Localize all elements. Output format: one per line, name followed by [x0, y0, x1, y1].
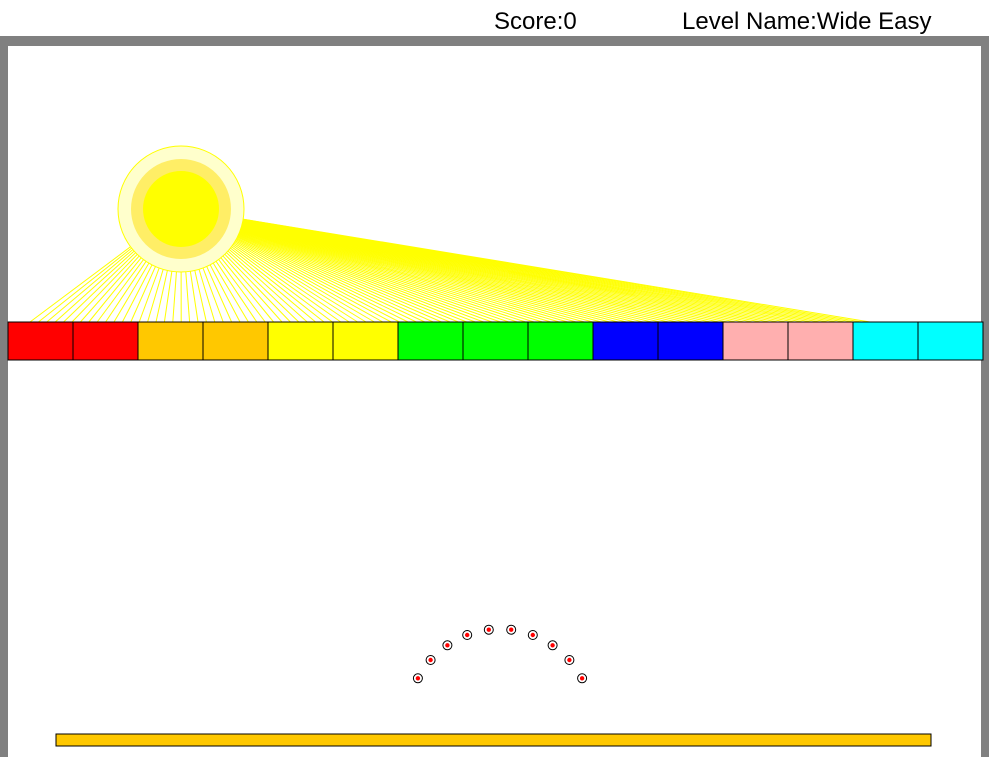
score-label: Score:	[494, 8, 564, 35]
brick	[657, 321, 724, 361]
right-wall	[981, 46, 989, 757]
ball-core	[486, 627, 491, 632]
level-name-display: Level Name:Wide Easy	[682, 8, 931, 36]
level-name-label: Level Name:	[682, 8, 817, 35]
ball-core	[567, 657, 572, 663]
block-row	[7, 321, 984, 361]
brick	[787, 321, 854, 361]
brick	[462, 321, 529, 361]
brick	[332, 321, 399, 361]
brick	[72, 321, 139, 361]
top-wall	[0, 36, 989, 46]
ball-core	[445, 643, 450, 648]
ball-core	[428, 657, 433, 663]
ball-core	[415, 676, 421, 681]
hud-bar: Score:0 Level Name:Wide Easy	[0, 0, 989, 36]
sun-ray	[180, 208, 871, 323]
brick	[722, 321, 789, 361]
score-display: Score:0	[494, 8, 577, 36]
ball-core	[579, 676, 585, 681]
brick	[852, 321, 919, 361]
ball-core	[465, 632, 470, 638]
brick	[137, 321, 204, 361]
sun-icon	[143, 171, 219, 247]
ball-group	[412, 624, 588, 684]
score-value: 0	[563, 8, 577, 35]
level-name-value: Wide Easy	[816, 8, 932, 35]
brick	[202, 321, 269, 361]
brick	[592, 321, 659, 361]
paddle[interactable]	[55, 733, 932, 747]
left-wall	[0, 46, 8, 757]
ball-core	[530, 632, 535, 638]
ball-core	[550, 643, 555, 648]
brick	[267, 321, 334, 361]
brick	[7, 321, 74, 361]
brick	[527, 321, 594, 361]
brick	[917, 321, 984, 361]
brick	[397, 321, 464, 361]
ball-core	[509, 627, 514, 632]
